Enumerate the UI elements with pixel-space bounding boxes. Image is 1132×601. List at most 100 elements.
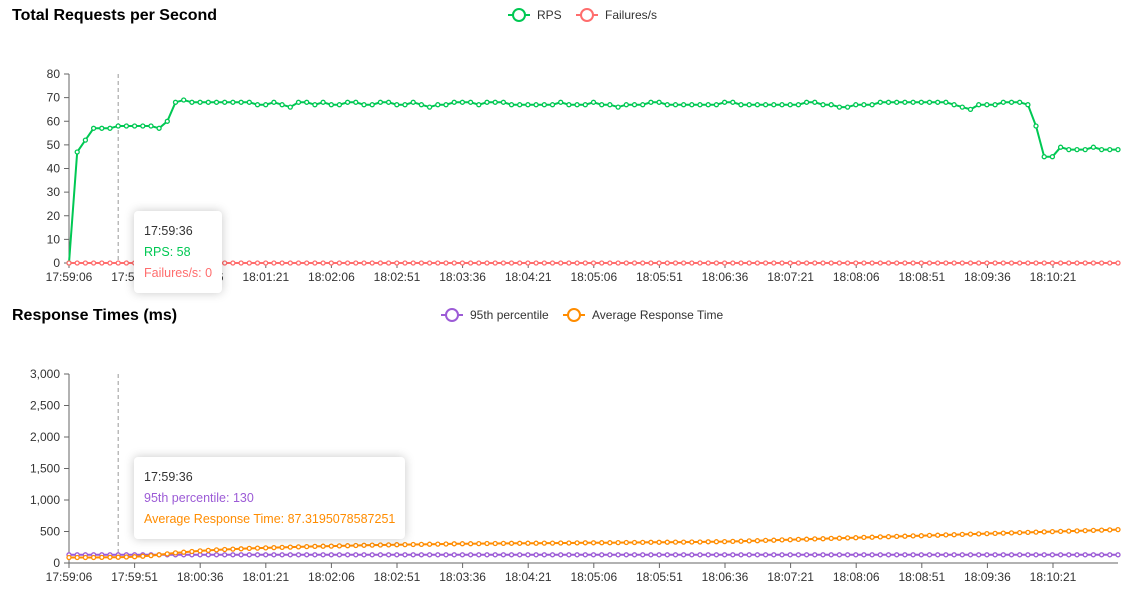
rt-legend-label[interactable]: Average Response Time bbox=[592, 308, 724, 322]
rt-data-point[interactable] bbox=[533, 540, 539, 546]
rps-data-point[interactable] bbox=[1041, 260, 1047, 266]
rps-data-point[interactable] bbox=[721, 99, 728, 105]
rps-data-point[interactable] bbox=[484, 260, 490, 266]
rps-data-point[interactable] bbox=[541, 260, 547, 266]
rps-data-point[interactable] bbox=[246, 99, 252, 105]
rps-data-point[interactable] bbox=[74, 260, 80, 266]
rt-data-point[interactable] bbox=[689, 539, 695, 545]
rps-data-point[interactable] bbox=[902, 99, 908, 105]
rps-data-point[interactable] bbox=[467, 99, 474, 105]
rt-data-point[interactable] bbox=[328, 552, 334, 558]
rps-data-point[interactable] bbox=[1074, 146, 1080, 153]
rps-data-point[interactable] bbox=[730, 260, 736, 266]
rt-data-point[interactable] bbox=[1090, 552, 1097, 558]
rt-data-point[interactable] bbox=[271, 544, 277, 551]
rt-data-point[interactable] bbox=[1074, 528, 1080, 534]
rt-data-point[interactable] bbox=[779, 552, 785, 558]
rps-data-point[interactable] bbox=[680, 102, 687, 108]
rt-data-point[interactable] bbox=[648, 539, 654, 545]
rt-legend-label[interactable]: 95th percentile bbox=[470, 308, 549, 322]
rt-data-point[interactable] bbox=[771, 552, 777, 558]
rt-data-point[interactable] bbox=[713, 552, 720, 558]
rps-data-point[interactable] bbox=[508, 260, 515, 266]
rt-data-point[interactable] bbox=[1107, 552, 1113, 558]
rps-data-point[interactable] bbox=[754, 102, 761, 108]
rt-data-point[interactable] bbox=[836, 535, 843, 541]
rt-data-point[interactable] bbox=[787, 537, 793, 543]
rps-data-point[interactable] bbox=[853, 260, 859, 266]
rt-data-point[interactable] bbox=[410, 541, 416, 548]
rt-data-point[interactable] bbox=[189, 548, 195, 555]
rps-data-point[interactable] bbox=[517, 260, 523, 266]
rps-data-point[interactable] bbox=[664, 102, 670, 108]
rt-data-point[interactable] bbox=[910, 552, 916, 558]
rt-data-point[interactable] bbox=[959, 531, 965, 538]
rps-data-point[interactable] bbox=[689, 260, 695, 266]
rt-data-point[interactable] bbox=[295, 544, 302, 550]
rt-data-point[interactable] bbox=[410, 552, 416, 558]
rt-data-point[interactable] bbox=[254, 545, 261, 551]
rps-data-point[interactable] bbox=[820, 102, 826, 108]
rt-data-point[interactable] bbox=[402, 552, 408, 558]
rps-data-point[interactable] bbox=[1090, 144, 1097, 150]
rps-data-point[interactable] bbox=[721, 260, 728, 266]
rt-data-point[interactable] bbox=[476, 540, 482, 547]
rt-data-point[interactable] bbox=[312, 552, 318, 558]
rt-data-point[interactable] bbox=[754, 552, 761, 558]
rps-data-point[interactable] bbox=[271, 260, 277, 266]
rps-data-point[interactable] bbox=[967, 106, 974, 113]
rps-data-point[interactable] bbox=[181, 97, 187, 103]
rps-data-point[interactable] bbox=[361, 260, 367, 266]
rps-data-point[interactable] bbox=[279, 260, 285, 266]
rps-data-point[interactable] bbox=[1090, 260, 1097, 266]
rt-data-point[interactable] bbox=[951, 552, 957, 558]
rps-data-point[interactable] bbox=[1025, 102, 1031, 108]
rt-data-point[interactable] bbox=[590, 552, 597, 558]
rps-data-point[interactable] bbox=[926, 260, 933, 266]
rps-data-point[interactable] bbox=[910, 260, 916, 266]
rt-data-point[interactable] bbox=[1033, 552, 1039, 558]
rps-data-point[interactable] bbox=[615, 260, 621, 266]
rt-data-point[interactable] bbox=[935, 532, 941, 538]
rt-data-point[interactable] bbox=[205, 552, 211, 558]
rt-data-point[interactable] bbox=[1017, 552, 1023, 558]
rt-data-point[interactable] bbox=[222, 546, 228, 553]
rps-data-point[interactable] bbox=[66, 260, 72, 266]
rt-data-point[interactable] bbox=[877, 534, 883, 540]
rt-data-point[interactable] bbox=[1025, 529, 1031, 536]
rps-data-point[interactable] bbox=[836, 104, 843, 110]
rps-data-point[interactable] bbox=[476, 260, 482, 266]
rt-data-point[interactable] bbox=[631, 539, 638, 546]
rps-data-point[interactable] bbox=[1033, 123, 1039, 129]
rps-data-point[interactable] bbox=[623, 260, 629, 266]
rps-data-point[interactable] bbox=[254, 260, 261, 266]
rps-data-point[interactable] bbox=[222, 99, 228, 105]
rt-data-point[interactable] bbox=[344, 543, 351, 549]
rt-data-point[interactable] bbox=[943, 552, 949, 558]
rps-data-point[interactable] bbox=[533, 260, 539, 266]
rps-data-point[interactable] bbox=[230, 99, 236, 105]
rt-data-point[interactable] bbox=[648, 552, 654, 558]
rt-data-point[interactable] bbox=[304, 543, 310, 550]
rps-data-point[interactable] bbox=[959, 260, 965, 266]
rt-data-point[interactable] bbox=[279, 544, 285, 551]
rps-data-point[interactable] bbox=[295, 99, 302, 105]
rps-data-point[interactable] bbox=[394, 260, 400, 266]
rps-data-point[interactable] bbox=[951, 260, 957, 266]
rt-data-point[interactable] bbox=[566, 552, 572, 558]
rps-data-point[interactable] bbox=[599, 260, 605, 266]
rps-data-point[interactable] bbox=[754, 260, 761, 266]
rt-data-point[interactable] bbox=[730, 538, 736, 545]
rps-data-point[interactable] bbox=[90, 260, 97, 266]
rt-data-point[interactable] bbox=[418, 552, 425, 558]
rt-data-point[interactable] bbox=[640, 539, 646, 546]
rt-data-point[interactable] bbox=[508, 540, 515, 546]
rt-data-point[interactable] bbox=[1098, 527, 1105, 533]
rt-data-point[interactable] bbox=[689, 552, 695, 558]
rps-data-point[interactable] bbox=[369, 260, 375, 266]
rps-data-point[interactable] bbox=[705, 260, 711, 266]
rt-data-point[interactable] bbox=[869, 534, 875, 540]
rt-data-point[interactable] bbox=[705, 539, 711, 545]
rps-data-point[interactable] bbox=[680, 260, 687, 266]
rt-data-point[interactable] bbox=[181, 549, 187, 555]
